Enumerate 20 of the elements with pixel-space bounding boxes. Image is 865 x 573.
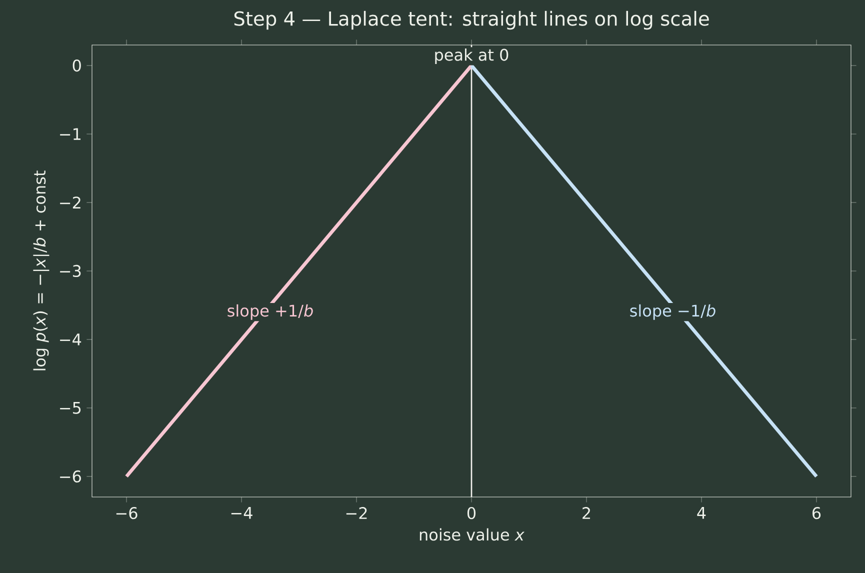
y-tick-label: 0 bbox=[72, 59, 81, 72]
y-tick-label: −6 bbox=[60, 470, 81, 482]
annotation: slope −1/b bbox=[630, 304, 716, 320]
chart-title: Step 4 — Laplace tent: straight lines on log scale bbox=[234, 10, 709, 30]
annotation: slope +1/b bbox=[228, 304, 313, 320]
x-tick-label: −6 bbox=[116, 507, 138, 520]
y-tick-label: −1 bbox=[60, 128, 80, 140]
x-tick-label: 4 bbox=[697, 507, 706, 519]
y-tick-label: −2 bbox=[60, 196, 80, 208]
y-tick-label: −4 bbox=[60, 334, 82, 346]
y-tick-label: −5 bbox=[60, 402, 81, 414]
x-tick-label: 6 bbox=[812, 507, 821, 520]
text: log p(x) = −|x|/b + const bbox=[33, 170, 50, 370]
annotation: peak at 0 bbox=[435, 48, 508, 64]
x-tick-label: 2 bbox=[582, 507, 590, 519]
y-tick-label: −3 bbox=[60, 264, 81, 278]
x-tick-label: 0 bbox=[467, 507, 476, 520]
x-axis-title: noise value x bbox=[420, 528, 525, 541]
x-tick-label: −4 bbox=[231, 507, 252, 519]
x-tick-label: −2 bbox=[346, 507, 367, 519]
